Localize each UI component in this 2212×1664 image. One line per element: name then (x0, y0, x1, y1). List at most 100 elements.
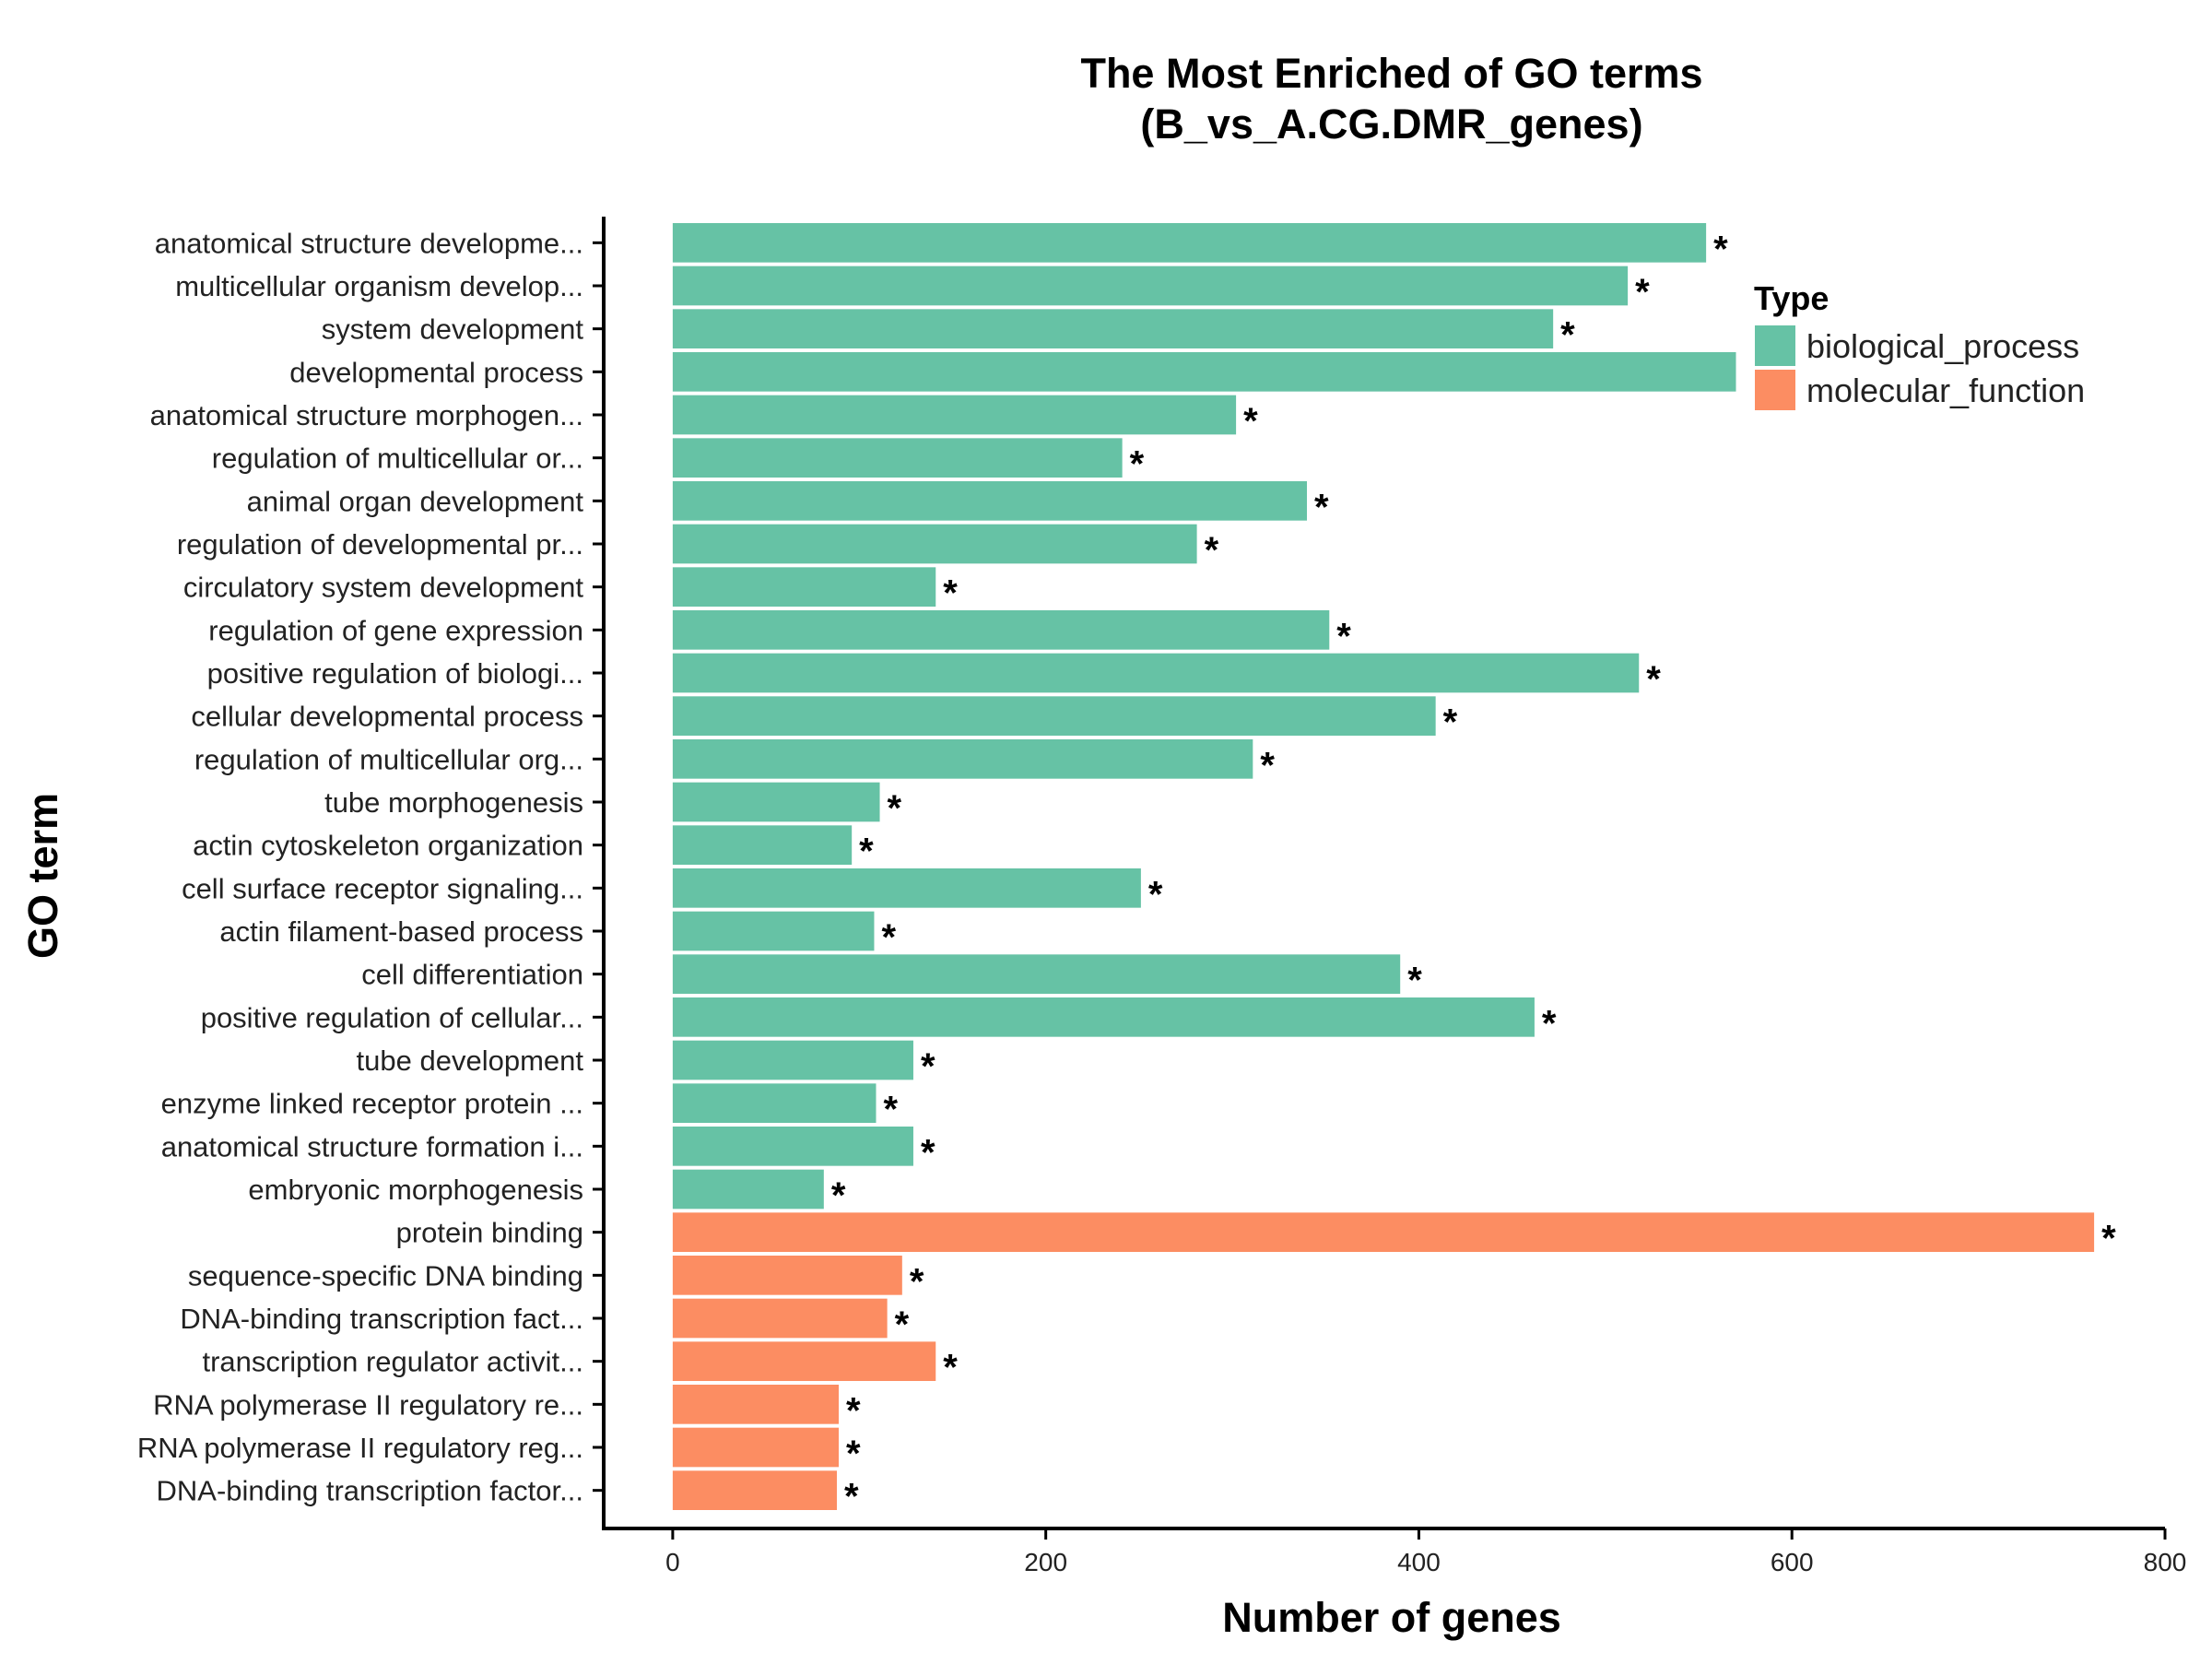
y-tick-label: positive regulation of biologi... (207, 657, 583, 690)
x-tick-label: 800 (2144, 1548, 2187, 1576)
bar (672, 954, 1401, 994)
y-tick-label: tube morphogenesis (324, 786, 583, 819)
bar (672, 782, 880, 822)
significance-marker: * (1148, 874, 1163, 915)
bar (672, 1083, 877, 1123)
bar (672, 1040, 913, 1080)
chart-title-line1: The Most Enriched of GO terms (1080, 50, 1702, 97)
y-tick-label: anatomical structure formation i... (161, 1130, 583, 1162)
y-tick-label: DNA-binding transcription factor... (157, 1475, 584, 1507)
significance-marker: * (1560, 315, 1575, 356)
x-tick-label: 400 (1397, 1548, 1441, 1576)
y-tick-label: anatomical structure developme... (155, 227, 583, 259)
y-axis-title: GO term (19, 793, 66, 959)
y-tick-label: regulation of multicellular or... (212, 443, 583, 475)
bar (672, 1385, 840, 1424)
significance-marker: * (846, 1434, 861, 1474)
bar (672, 825, 853, 865)
bar (672, 1127, 913, 1166)
significance-marker: * (943, 573, 958, 614)
y-tick-label: DNA-binding transcription fact... (180, 1303, 583, 1335)
bar (672, 309, 1554, 348)
bar (672, 868, 1141, 908)
y-tick-label: cell differentiation (361, 959, 583, 991)
bar (672, 1470, 837, 1510)
chart-title-line2: (B_vs_A.CG.DMR_genes) (1140, 100, 1642, 148)
bar (672, 1169, 824, 1210)
bar (672, 481, 1308, 521)
x-axis-title: Number of genes (1222, 1594, 1561, 1641)
bar (672, 1341, 936, 1381)
bar (672, 524, 1197, 564)
x-axis: 0 200 400 600 800 (602, 1527, 2187, 1576)
y-tick-label: regulation of multicellular org... (194, 743, 583, 775)
y-tick-label: anatomical structure morphogen... (150, 399, 583, 431)
legend-swatch (1753, 368, 1797, 412)
y-tick-label: system development (322, 313, 584, 346)
significance-marker: * (921, 1132, 935, 1173)
y-tick-label: developmental process (289, 356, 583, 388)
legend-title: Type (1754, 279, 1829, 317)
significance-marker: * (943, 1348, 958, 1388)
y-tick-label: circulatory system development (183, 572, 584, 604)
y-tick-label: tube development (357, 1044, 584, 1077)
significance-marker: * (1205, 530, 1219, 571)
significance-marker: * (846, 1390, 861, 1431)
significance-marker: * (888, 788, 902, 829)
significance-marker: * (1336, 616, 1351, 656)
y-tick-label: multicellular organism develop... (175, 270, 583, 302)
y-tick-label: regulation of developmental pr... (177, 528, 583, 561)
significance-marker: * (910, 1261, 924, 1302)
y-tick-label: sequence-specific DNA binding (188, 1259, 583, 1292)
significance-marker: * (1407, 961, 1422, 1001)
y-tick-label: regulation of gene expression (208, 614, 583, 646)
bar (672, 395, 1237, 435)
bar (672, 911, 875, 951)
significance-marker: * (859, 832, 874, 872)
bars-layer: ***************************** (672, 223, 2116, 1517)
bar (672, 223, 1707, 263)
y-axis: anatomical structure developme... multice… (137, 217, 606, 1528)
bar (672, 352, 1736, 392)
legend-swatch (1753, 324, 1797, 368)
y-tick-label: animal organ development (247, 485, 584, 517)
significance-marker: * (1542, 1003, 1557, 1044)
y-tick-label: embryonic morphogenesis (248, 1174, 583, 1206)
y-tick-label: actin filament-based process (219, 915, 583, 948)
significance-marker: * (1443, 702, 1458, 743)
bar (672, 438, 1123, 478)
significance-marker: * (883, 1090, 898, 1130)
significance-marker: * (1260, 745, 1275, 785)
bar (672, 696, 1436, 736)
y-tick-label: enzyme linked receptor protein ... (161, 1088, 583, 1120)
y-tick-label: positive regulation of cellular... (201, 1001, 583, 1033)
bar (672, 739, 1253, 779)
bar (672, 1298, 888, 1339)
significance-marker: * (1713, 229, 1728, 269)
significance-marker: * (2101, 1219, 2116, 1259)
bar (672, 610, 1330, 650)
significance-marker: * (844, 1477, 859, 1517)
bar (672, 1427, 840, 1468)
significance-marker: * (895, 1304, 910, 1345)
y-tick-label: cellular developmental process (191, 701, 583, 733)
significance-marker: * (1243, 401, 1258, 442)
x-tick-label: 600 (1771, 1548, 1814, 1576)
y-tick-label: RNA polymerase II regulatory reg... (137, 1432, 583, 1464)
y-tick-label: cell surface receptor signaling... (182, 872, 583, 904)
y-tick-label: transcription regulator activit... (202, 1346, 583, 1378)
significance-marker: * (881, 917, 896, 958)
significance-marker: * (1130, 444, 1145, 485)
bar (672, 266, 1629, 306)
legend: Type biological_process molecular_functio… (1753, 279, 2085, 412)
significance-marker: * (1646, 659, 1661, 700)
bar (672, 1256, 902, 1295)
legend-label: molecular_function (1806, 372, 2085, 409)
y-tick-label: protein binding (396, 1217, 583, 1249)
bar (672, 653, 1640, 693)
significance-marker: * (1635, 272, 1650, 313)
legend-label: biological_process (1806, 327, 2079, 365)
y-tick-label: RNA polymerase II regulatory re... (153, 1388, 583, 1421)
